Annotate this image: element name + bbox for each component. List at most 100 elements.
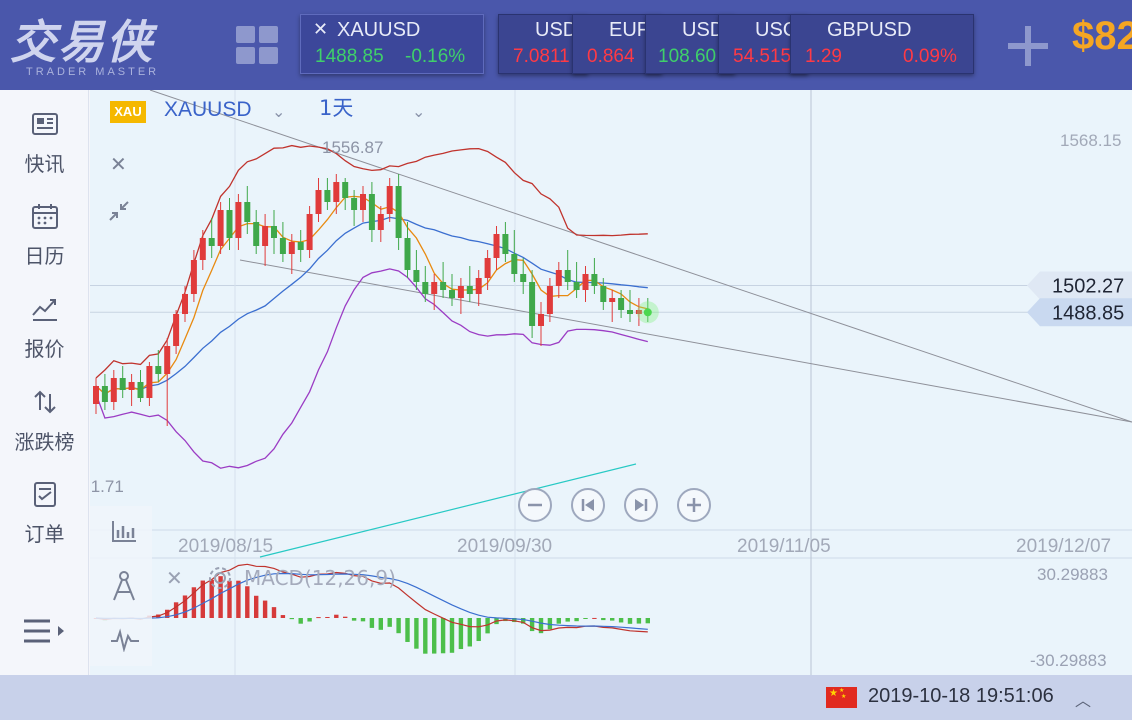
tab-xauusd[interactable]: ✕ XAUUSD 1488.85 -0.16% [300,14,484,74]
candle-body [190,260,197,294]
add-symbol-icon[interactable] [1006,24,1050,68]
zoom-in-button[interactable] [677,488,711,522]
macd-histogram-bar [440,618,446,654]
up-down-arrows-icon [34,390,56,414]
macd-histogram-bar [405,618,410,642]
account-balance[interactable]: $82 [1072,14,1132,58]
candle-body [360,194,366,210]
candle-body [466,286,473,294]
candle-body [546,286,553,314]
app-logo: 交易侠 TRADER MASTER [10,6,200,84]
candle-body [449,290,455,298]
candle-body [502,234,509,254]
calendar-icon [32,204,58,229]
macd-histogram-bar [191,587,197,618]
plus-icon [687,498,701,512]
sidebar-item-calendar[interactable]: 日历 [0,202,89,282]
chevron-down-icon[interactable]: ⌄ [272,102,286,121]
macd-histogram-bar [360,618,366,622]
chart-area[interactable]: 1556.87 .1.71 1568.15 1502.27 1488.85 2019/08… [90,90,1132,675]
candle-body [297,242,304,250]
candle-body [217,210,224,246]
tab-price: 108.60 [658,46,717,67]
candle-body [182,294,188,314]
macd-histogram-bar [307,618,312,622]
price-axis-top-label: 1568.15 [1060,131,1121,150]
tab-symbol: USD [535,19,578,41]
sidebar-item-quotes[interactable]: 报价 [0,295,89,375]
macd-histogram-bar [200,580,205,618]
indicator-icon[interactable] [110,518,138,544]
zoom-out-button[interactable] [518,488,552,522]
skip-back-icon [581,499,594,511]
collapse-arrows-icon[interactable] [108,200,130,222]
candle-body [342,182,349,198]
macd-histogram-bar [254,595,259,618]
candle-body [493,234,500,258]
x-tick-label: 2019/11/05 [737,536,831,557]
macd-histogram-bar [485,618,490,634]
chevron-up-icon[interactable]: ︿ [1075,691,1092,710]
grid-menu-icon[interactable] [236,26,280,64]
candle-body [564,270,571,282]
draw-tool-icon[interactable] [110,570,138,602]
macd-histogram-bar [378,618,383,630]
candle-body [155,366,162,374]
candle-body [440,282,447,290]
macd-histogram-bar [458,618,464,650]
sidebar-item-news[interactable]: 快讯 [0,110,89,190]
macd-histogram-bar [316,617,321,619]
macd-histogram-bar [627,618,633,624]
candle-body [173,314,180,346]
macd-histogram-bar [565,618,570,622]
tab-symbol: USC [755,19,798,41]
candle-body [199,238,206,260]
sidebar-item-movers[interactable]: 涨跌榜 [0,388,89,468]
candle-body [529,282,536,326]
macd-dif-line [95,563,648,633]
close-icon[interactable]: ✕ [110,152,127,176]
chart-symbol-name[interactable]: XAUUSD [164,98,252,121]
macd-histogram-bar [592,617,597,619]
macd-histogram-bar [467,618,472,647]
macd-histogram-bar [610,618,615,621]
candle-body [475,278,482,294]
wave-icon[interactable] [110,628,140,652]
macd-histogram-bar [262,600,268,618]
settings-gear-icon[interactable] [206,564,234,592]
sidebar-item-orders[interactable]: 订单 [0,480,89,560]
macd-label: MACD(12,26,9) [244,566,396,590]
candle-body [600,286,607,302]
candle-body [110,378,117,402]
app-header: 交易侠 TRADER MASTER ✕ XAUUSD 1488.85 -0.16… [0,0,1132,90]
china-flag-icon: ★ ★ ★ [826,687,857,708]
tab-usoil[interactable]: USC 54.515 [718,14,808,74]
step-back-button[interactable] [571,488,605,522]
period-selector[interactable]: 1天 [319,96,354,120]
x-tick-label: 2019/08/15 [178,536,273,557]
tab-symbol: USD [682,19,725,41]
macd-histogram-bar [601,618,606,621]
macd-histogram-bar [423,618,428,654]
tab-gbpusd[interactable]: GBPUSD 1.29 0.09% [790,14,974,74]
tab-symbol: XAUUSD [337,19,421,41]
status-bar: ★ ★ ★ 2019-10-18 19:51:06 ︿ [0,675,1132,720]
macd-histogram-bar [334,614,339,618]
step-forward-button[interactable] [624,488,658,522]
candle-body [484,258,491,278]
tab-symbol: GBPUSD [827,19,912,41]
order-list-icon [34,482,56,507]
candle-body [119,378,126,390]
macd-histogram-bar [165,609,170,618]
price-chart[interactable]: 1556.87 .1.71 1568.15 1502.27 1488.85 2019/08… [90,90,1132,675]
chevron-down-icon[interactable]: ⌄ [412,102,426,121]
macd-close-icon[interactable]: ✕ [166,566,183,590]
macd-histogram-bar [432,618,437,654]
macd-histogram-bar [538,618,544,634]
menu-expand-icon[interactable] [22,618,68,646]
candle-body [618,298,625,310]
tab-close-icon[interactable]: ✕ [313,19,329,39]
sidebar-item-label: 快讯 [24,152,65,176]
cyan-indicator-line [259,463,637,558]
candle-body [573,282,580,290]
